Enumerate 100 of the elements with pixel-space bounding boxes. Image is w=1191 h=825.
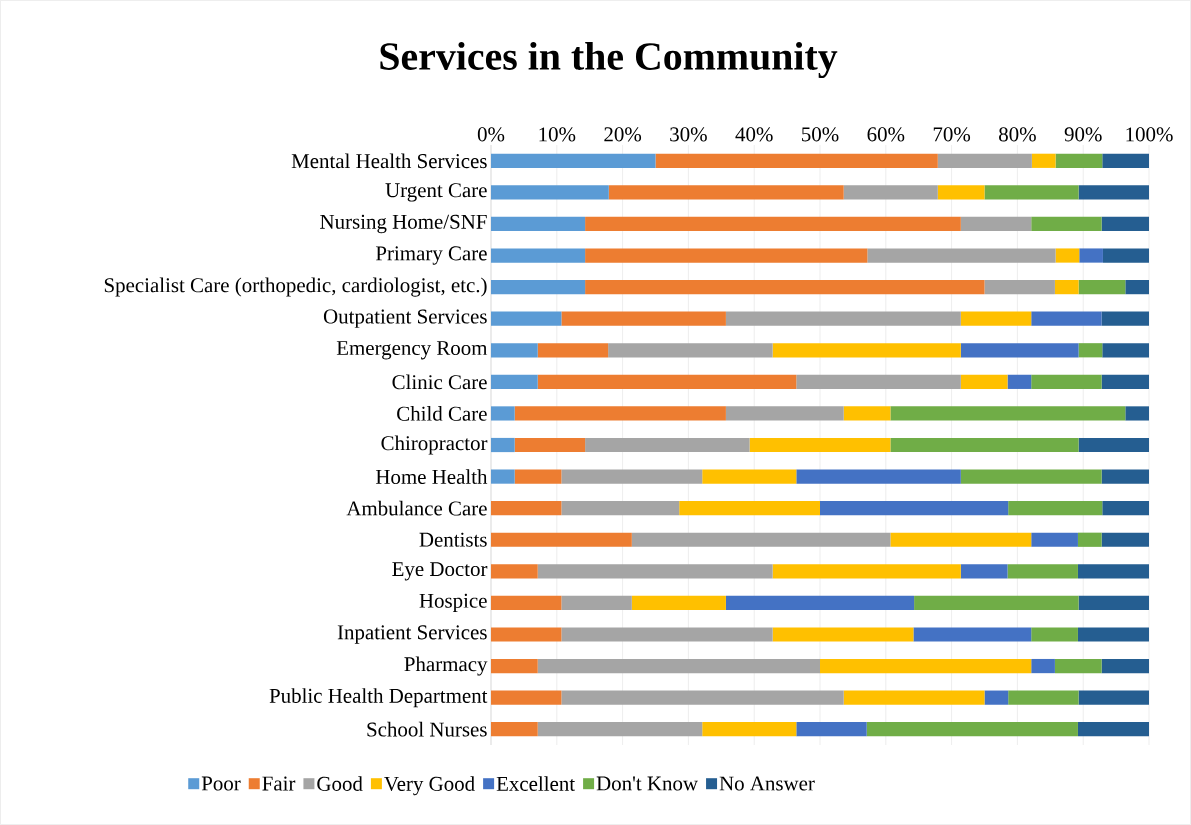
y-tick-label: Specialist Care (orthopedic, cardiologist, etc.): [104, 277, 487, 297]
bar: [702, 722, 797, 737]
bar: [749, 437, 891, 453]
y-tick-label: Hospice: [419, 593, 487, 613]
bar: [843, 406, 891, 421]
y-tick-label: Urgent Care: [385, 183, 487, 202]
bar: [1031, 532, 1078, 547]
bar: [820, 658, 1032, 674]
y-tick-label: Outpatient Services: [323, 309, 487, 328]
bar: [960, 311, 1032, 326]
bar: [702, 469, 797, 484]
legend-label: No Answer: [719, 776, 815, 791]
x-tick-label: 80%: [999, 127, 1036, 142]
legend-label: Poor: [201, 776, 241, 791]
bar: [1077, 627, 1150, 642]
bar: [772, 343, 961, 358]
bar: [984, 280, 1055, 295]
bar: [631, 595, 726, 611]
bar: [1077, 532, 1102, 547]
bar: [1102, 501, 1150, 516]
bar: [960, 374, 1008, 389]
bar: [1125, 280, 1150, 295]
bar: [866, 722, 1078, 737]
bar: [585, 280, 985, 295]
bar: [491, 722, 538, 737]
bar: [937, 185, 985, 200]
bar: [561, 311, 726, 326]
bar: [1077, 722, 1150, 737]
y-tick-label: Home Health: [375, 469, 488, 484]
bar: [796, 469, 961, 484]
bar: [984, 690, 1009, 705]
bar: [890, 437, 1079, 453]
y-tick-label: Child Care: [397, 406, 487, 421]
bar: [796, 722, 867, 737]
bar: [679, 501, 821, 516]
bar: [1055, 248, 1080, 263]
bar: [514, 437, 586, 453]
x-tick-label: 30%: [670, 127, 707, 142]
y-tick-label: Clinic Care: [392, 374, 487, 390]
bar: [843, 185, 938, 200]
y-tick-label: Pharmacy: [404, 656, 488, 676]
legend-label: Fair: [262, 776, 296, 791]
bar: [843, 690, 985, 705]
bar: [608, 185, 844, 200]
bar: [1078, 690, 1150, 705]
bar: [491, 216, 586, 232]
bar: [1007, 374, 1032, 389]
y-tick-label: Nursing Home/SNF: [320, 214, 487, 234]
bar: [725, 406, 844, 421]
x-tick-label: 0%: [477, 127, 505, 142]
bar: [1031, 658, 1055, 674]
bar: [960, 469, 1102, 484]
bar: [725, 311, 961, 326]
bar: [491, 280, 586, 295]
bar: [960, 343, 1079, 358]
bar: [1007, 564, 1078, 579]
bar: [561, 501, 680, 516]
bar: [491, 153, 656, 168]
bar: [1078, 343, 1103, 358]
bar: [890, 532, 1032, 547]
bar: [890, 406, 1126, 421]
bar: [772, 564, 961, 579]
bar: [491, 185, 609, 200]
bar: [561, 595, 632, 611]
bar: [1078, 185, 1150, 200]
bar: [914, 595, 1079, 611]
bar: [537, 564, 773, 579]
bar: [514, 469, 562, 484]
bar: [491, 343, 538, 358]
bar: [491, 437, 515, 453]
y-tick-label: Eye Doctor: [392, 562, 488, 581]
x-tick-label: 90%: [1064, 127, 1102, 142]
bar: [1054, 280, 1079, 295]
bar: [491, 311, 562, 326]
bar: [1031, 216, 1102, 232]
bar: [1125, 406, 1150, 421]
chart-title: Services in the Community: [380, 41, 838, 79]
bar: [491, 406, 515, 421]
bar: [1079, 248, 1103, 263]
bar: [960, 564, 1008, 579]
bar: [537, 722, 703, 737]
bar: [772, 627, 914, 642]
y-tick-label: Mental Health Services: [291, 153, 487, 169]
bar: [561, 469, 703, 484]
bar: [585, 437, 750, 453]
legend-label: Very Good: [384, 776, 475, 796]
bar: [491, 374, 538, 389]
x-tick-label: 20%: [604, 127, 642, 142]
bar: [561, 690, 844, 705]
bar: [913, 627, 1032, 642]
bar: [937, 153, 1032, 168]
bar: [1008, 690, 1079, 705]
bar: [585, 216, 961, 232]
y-tick-label: Ambulance Care: [346, 500, 487, 516]
bar: [491, 469, 515, 484]
y-tick-label: Inpatient Services: [337, 625, 487, 644]
bar: [1101, 658, 1150, 674]
y-tick-label: School Nurses: [367, 721, 487, 737]
bar: [1101, 216, 1150, 232]
bar: [491, 690, 562, 705]
